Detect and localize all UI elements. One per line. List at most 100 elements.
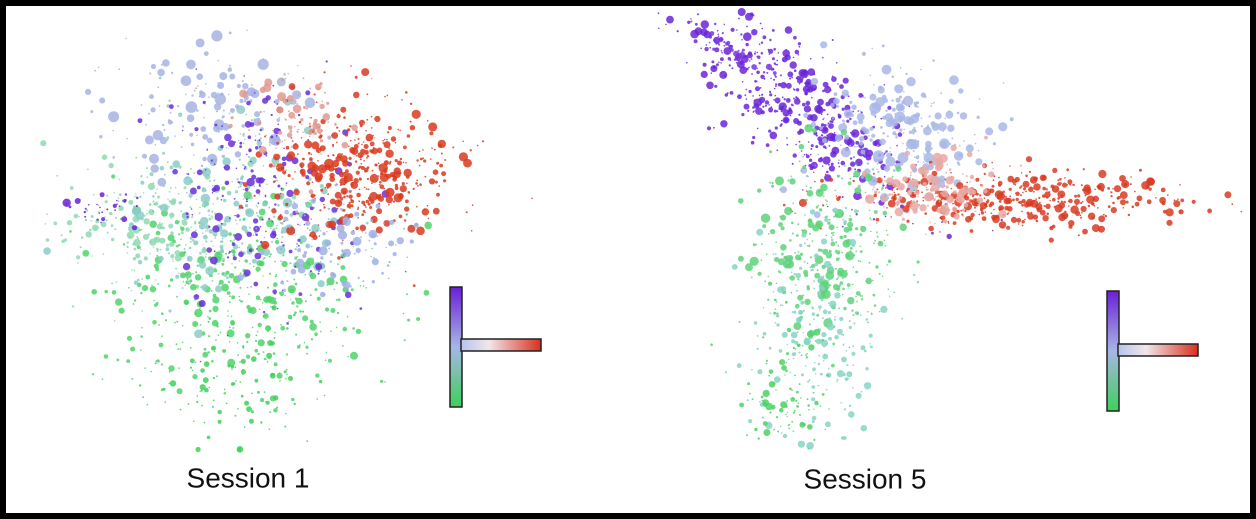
point [212, 245, 214, 247]
point [700, 70, 708, 78]
point [186, 215, 189, 219]
point [845, 251, 855, 261]
point [260, 251, 264, 255]
point [891, 99, 894, 102]
point [1080, 205, 1087, 213]
point [772, 382, 776, 385]
point [1092, 202, 1094, 205]
point [190, 142, 195, 147]
point [895, 136, 898, 139]
point [842, 436, 847, 440]
point [714, 47, 720, 53]
point [426, 120, 429, 122]
point [363, 186, 366, 189]
point [399, 129, 402, 132]
point [281, 260, 288, 268]
point [843, 374, 846, 377]
point [246, 354, 251, 359]
point [139, 229, 142, 232]
point [251, 258, 257, 264]
point [270, 305, 272, 308]
point [825, 271, 835, 280]
point [143, 218, 150, 225]
point [1012, 198, 1015, 202]
point [1039, 209, 1046, 216]
point [784, 206, 793, 216]
point [145, 167, 148, 170]
point [783, 255, 788, 260]
point [199, 206, 201, 209]
point [204, 203, 208, 207]
point [780, 401, 788, 409]
point [811, 128, 817, 134]
point [189, 282, 191, 284]
point [841, 293, 844, 296]
point [935, 192, 937, 194]
point [200, 304, 202, 306]
point [799, 252, 804, 256]
point [242, 134, 245, 137]
point [254, 378, 259, 383]
point [352, 245, 355, 248]
point [860, 175, 865, 179]
point [286, 280, 289, 282]
point [238, 299, 241, 302]
point [749, 60, 751, 62]
point [385, 246, 388, 249]
point [180, 238, 182, 241]
point [818, 208, 823, 212]
point [213, 103, 222, 111]
point [988, 171, 995, 178]
point [940, 204, 950, 213]
point [714, 84, 718, 88]
point [812, 391, 815, 394]
point [925, 140, 932, 148]
point [817, 384, 820, 387]
point [757, 271, 762, 276]
point [301, 310, 305, 313]
point [827, 122, 830, 125]
point [193, 294, 200, 300]
point [304, 140, 313, 149]
point [752, 95, 754, 97]
point [69, 186, 74, 190]
point [373, 136, 376, 139]
point [315, 175, 322, 183]
point [214, 267, 216, 270]
point [974, 178, 976, 181]
point [876, 235, 879, 238]
point [155, 302, 159, 305]
point [235, 219, 237, 222]
point [733, 58, 737, 61]
point [281, 289, 284, 292]
point [282, 227, 284, 229]
point [1113, 185, 1122, 193]
point [315, 229, 319, 233]
point [756, 51, 759, 54]
point [765, 359, 769, 362]
point [263, 208, 266, 211]
point [228, 232, 232, 236]
point [185, 227, 188, 230]
point [272, 373, 275, 375]
point [178, 272, 180, 275]
point [828, 408, 830, 410]
point [859, 110, 861, 112]
point [1069, 184, 1071, 186]
point [161, 223, 164, 225]
point [146, 176, 149, 179]
point [1098, 225, 1105, 233]
point [1028, 186, 1034, 192]
point [1117, 195, 1121, 200]
point [820, 183, 828, 192]
point [922, 161, 925, 163]
point [142, 192, 145, 194]
point [320, 188, 324, 192]
point [335, 281, 338, 285]
point [798, 160, 801, 163]
point [128, 286, 130, 289]
point [855, 291, 861, 296]
point [162, 226, 166, 230]
point [126, 231, 135, 239]
point [383, 187, 386, 190]
